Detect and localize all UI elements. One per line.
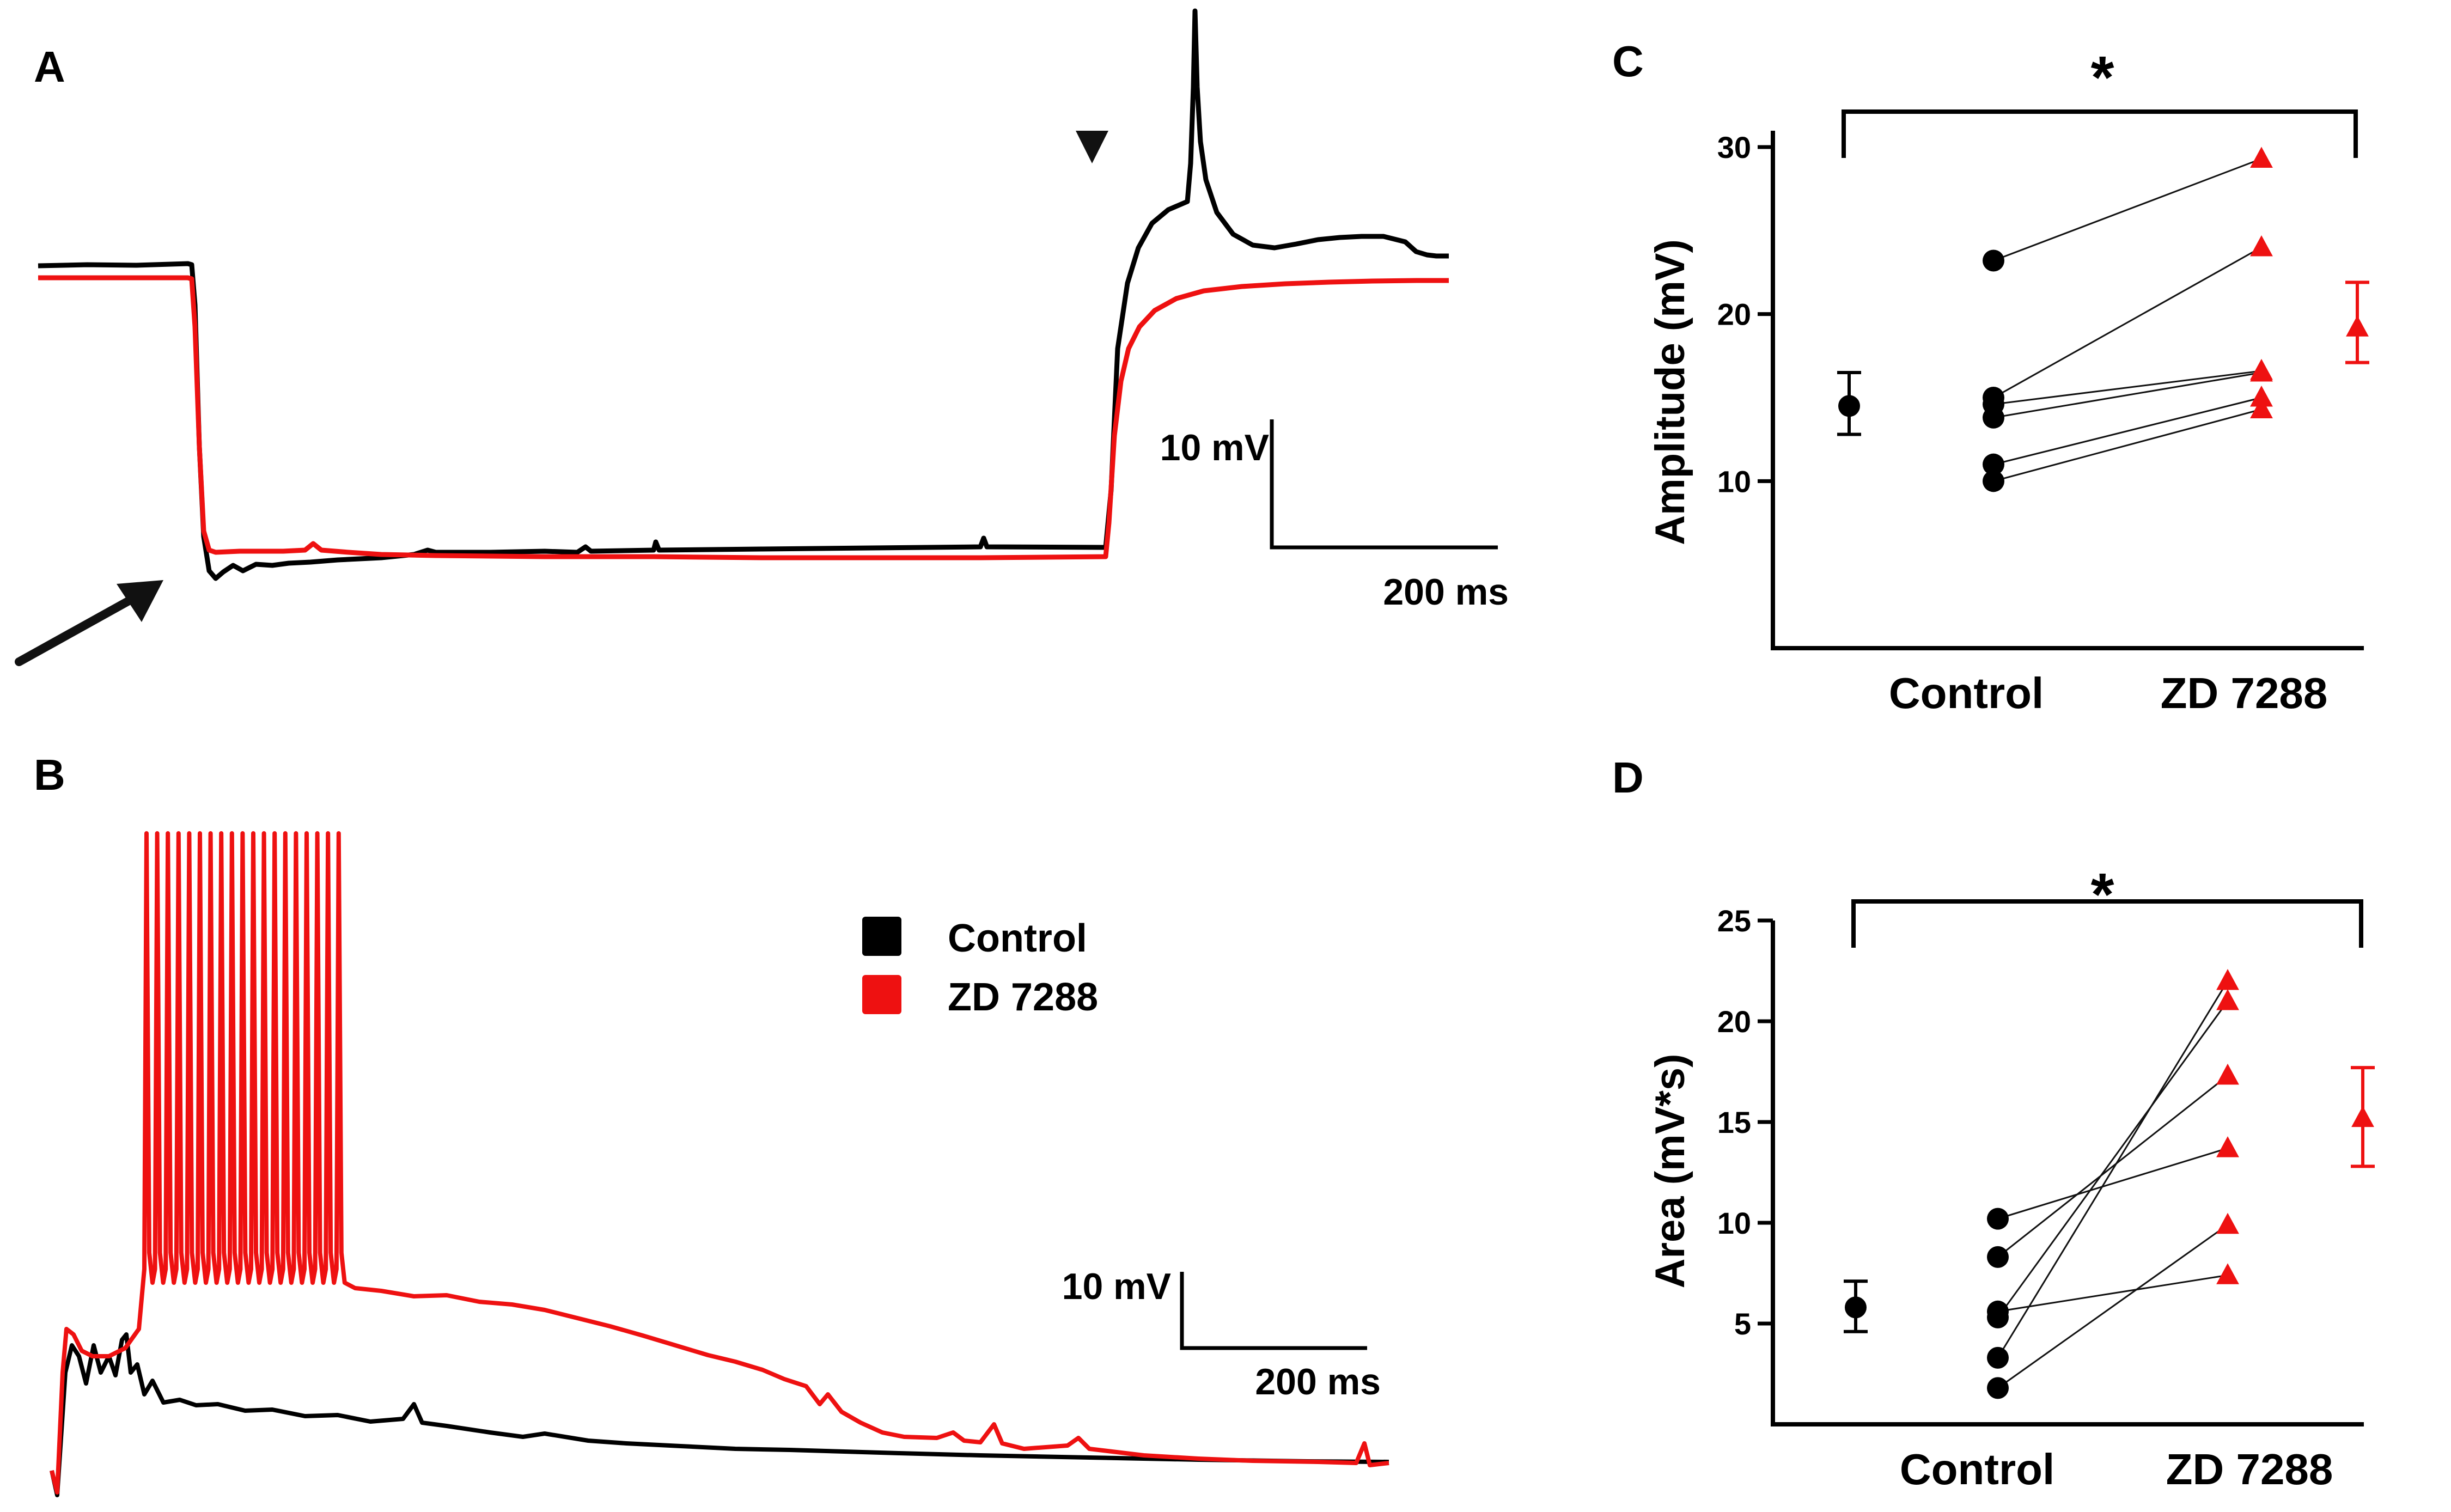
panel-d-category-control: Control	[1900, 1445, 2054, 1493]
zd7288-point	[2250, 361, 2273, 382]
panel-c-category-zd7288: ZD 7288	[2161, 669, 2328, 717]
legend-label-control: Control	[948, 917, 1087, 960]
pair-line	[1993, 158, 2262, 261]
down-triangle-icon	[1076, 131, 1108, 163]
pair-line	[1993, 397, 2262, 466]
panel-d-category-zd7288: ZD 7288	[2166, 1445, 2333, 1493]
y-tick-label: 20	[1717, 1004, 1751, 1039]
pair-line	[1997, 1274, 2228, 1313]
pair-line	[1997, 1075, 2228, 1258]
panel-a-letter: A	[34, 42, 65, 91]
y-tick-label: 20	[1717, 297, 1751, 332]
control-point	[1987, 1306, 2009, 1328]
control-point	[1983, 453, 2004, 475]
panel-b-zd7288-trace	[50, 831, 1389, 1495]
pair-line	[1997, 1147, 2228, 1220]
y-tick-label: 5	[1734, 1307, 1751, 1341]
y-tick-label: 30	[1717, 130, 1751, 164]
zd7288-point	[2216, 989, 2239, 1010]
panel-c-ylabel: Amplitude (mV)	[1647, 239, 1693, 545]
legend-label-zd7288: ZD 7288	[948, 976, 1098, 1019]
panel-d-significance-bracket	[1851, 899, 2363, 948]
panel-b-scale-v-label: 10 mV	[1062, 1266, 1171, 1307]
panel-b-legend: Control ZD 7288	[862, 917, 1098, 1019]
zd7288-point	[2250, 147, 2273, 168]
y-tick-label: 10	[1717, 1206, 1751, 1240]
zd7288-point	[2216, 1063, 2239, 1085]
y-tick-label: 25	[1717, 904, 1751, 938]
panel-b: B Control ZD 7288 10 mV 200 ms	[34, 751, 1389, 1497]
y-tick-label: 10	[1717, 464, 1751, 498]
panel-b-scale-bar: 10 mV 200 ms	[1062, 1266, 1381, 1403]
mean-marker-zd7288	[2351, 1106, 2374, 1127]
zd7288-point	[2250, 397, 2273, 418]
y-tick-label: 15	[1717, 1105, 1751, 1139]
panel-c-axes	[1771, 131, 2364, 650]
zd7288-point	[2216, 1212, 2239, 1234]
zd7288-point	[2216, 1136, 2239, 1157]
panel-b-scale-h-label: 200 ms	[1255, 1361, 1381, 1403]
control-point	[1983, 249, 2004, 272]
panel-a-scale-v-label: 10 mV	[1160, 427, 1269, 468]
control-point	[1987, 1377, 2009, 1399]
panel-c-category-control: Control	[1889, 669, 2044, 717]
panel-a-control-trace	[38, 8, 1449, 581]
panel-d-letter: D	[1612, 753, 1644, 802]
panel-d-marks	[1844, 969, 2375, 1399]
panel-a-zd7288-trace	[38, 275, 1449, 560]
control-point	[1983, 470, 2004, 492]
panel-c-significance-star: *	[2091, 44, 2114, 111]
panel-c-marks	[1837, 147, 2369, 492]
panel-c: C * 10 20 30 Amplitude (mV) Control ZD 728…	[1612, 37, 2369, 717]
mean-marker-control	[1838, 395, 1860, 417]
pair-line	[1997, 980, 2229, 1358]
panel-c-significance-bracket	[1842, 109, 2358, 158]
panel-a-scale-h-label: 200 ms	[1383, 571, 1509, 613]
panel-d-significance-star: *	[2091, 861, 2114, 928]
control-point	[1987, 1346, 2009, 1369]
zd7288-point	[2216, 1263, 2239, 1284]
pair-line	[1997, 1224, 2228, 1389]
panel-b-letter: B	[34, 751, 65, 799]
mean-marker-control	[1845, 1296, 1867, 1319]
panel-d-yticks: 5 10 15 20 25	[1717, 904, 1773, 1341]
mean-marker-zd7288	[2346, 315, 2369, 337]
panel-c-yticks: 10 20 30	[1717, 130, 1773, 498]
pair-line	[1993, 371, 2262, 419]
panel-a-scale-bar: 10 mV 200 ms	[1160, 419, 1509, 613]
pair-line	[1997, 1001, 2229, 1318]
panel-c-letter: C	[1612, 37, 1644, 86]
panel-d: D * 5 10 15 20 25 Area (mV*s) Control ZD 728…	[1612, 753, 2375, 1493]
zd7288-point	[2250, 235, 2273, 257]
pair-line	[1993, 370, 2262, 405]
panel-d-ylabel: Area (mV*s)	[1647, 1054, 1693, 1289]
legend-swatch-control	[862, 917, 901, 956]
panel-a: A 10 mV 200 ms	[15, 8, 1509, 666]
pair-line	[1993, 246, 2262, 399]
zd7288-point	[2250, 386, 2273, 407]
pair-line	[1993, 409, 2262, 482]
legend-swatch-zd7288	[862, 975, 901, 1014]
control-point	[1987, 1208, 2009, 1230]
control-point	[1987, 1246, 2009, 1268]
arrow-icon	[15, 580, 163, 666]
zd7288-point	[2216, 969, 2239, 990]
control-point	[1983, 406, 2004, 429]
panel-d-axes	[1771, 920, 2364, 1426]
